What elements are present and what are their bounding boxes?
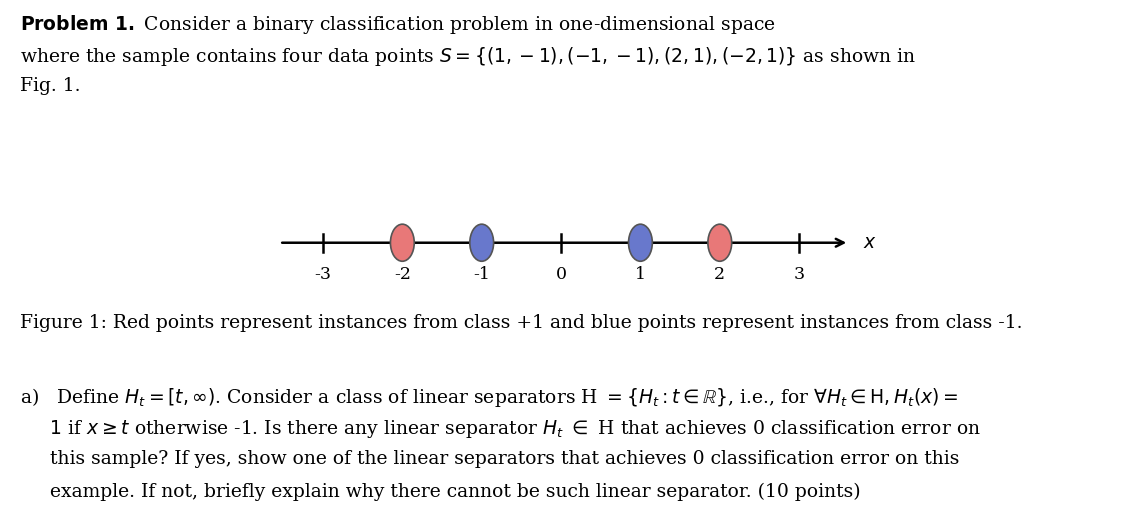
- Ellipse shape: [628, 224, 652, 261]
- Text: 0: 0: [555, 266, 567, 283]
- Ellipse shape: [470, 224, 494, 261]
- Text: Figure 1: Red points represent instances from class +1 and blue points represent: Figure 1: Red points represent instances…: [20, 314, 1023, 332]
- Text: a)   Define $H_t = [t, \infty)$. Consider a class of linear separators H $= \{H_: a) Define $H_t = [t, \infty)$. Consider …: [20, 386, 958, 409]
- Text: 1: 1: [635, 266, 646, 283]
- Text: $\mathbf{Problem\ 1.}$ Consider a binary classification problem in one-dimension: $\mathbf{Problem\ 1.}$ Consider a binary…: [20, 13, 776, 36]
- Text: where the sample contains four data points $S = \{(1,-1),(-1,-1),(2,1),(-2,1)\}$: where the sample contains four data poin…: [20, 45, 916, 68]
- Text: $1$ if $x \geq t$ otherwise -1. Is there any linear separator $H_t$ $\in$ H that: $1$ if $x \geq t$ otherwise -1. Is there…: [20, 418, 981, 440]
- Ellipse shape: [390, 224, 414, 261]
- Ellipse shape: [708, 224, 732, 261]
- Text: -1: -1: [473, 266, 490, 283]
- Text: example. If not, briefly explain why there cannot be such linear separator. (10 : example. If not, briefly explain why the…: [20, 482, 861, 501]
- Text: -2: -2: [394, 266, 411, 283]
- Text: Fig. 1.: Fig. 1.: [20, 77, 81, 95]
- Text: 3: 3: [793, 266, 805, 283]
- Text: -3: -3: [314, 266, 331, 283]
- Text: this sample? If yes, show one of the linear separators that achieves 0 classific: this sample? If yes, show one of the lin…: [20, 450, 959, 468]
- Text: 2: 2: [715, 266, 725, 283]
- Text: $x$: $x$: [863, 234, 876, 252]
